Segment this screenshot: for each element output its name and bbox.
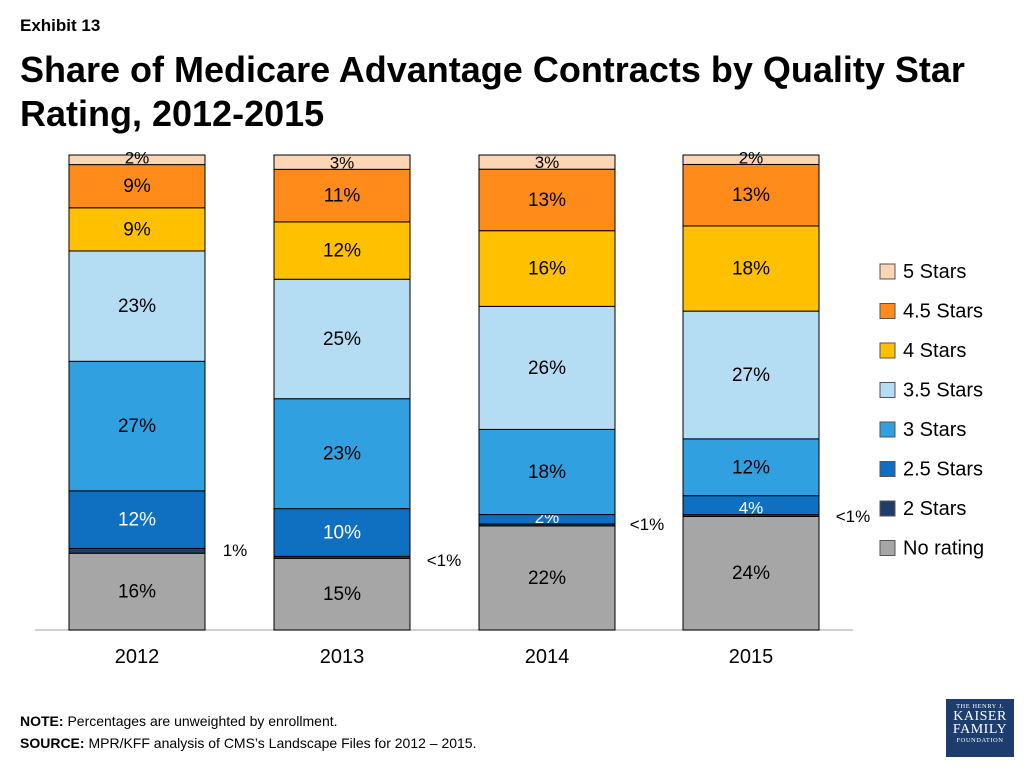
data-label-no-rating-2013: 15% — [323, 584, 361, 605]
data-label-4-5-stars-2013: 11% — [324, 186, 361, 207]
data-label-5-stars-2013: 3% — [330, 153, 355, 172]
data-label-2-5-stars-2013: 10% — [323, 523, 361, 544]
data-label-no-rating-2012: 16% — [118, 582, 156, 603]
data-label-4-stars-2012: 9% — [123, 219, 151, 240]
bar-4-stars-2013 — [273, 221, 411, 280]
data-label-2-5-stars-2012: 12% — [118, 510, 156, 531]
legend-swatch-5-stars — [879, 263, 896, 280]
legend-label-4-5-stars: 4.5 Stars — [903, 301, 983, 323]
data-label-5-stars-2012: 2% — [125, 149, 150, 168]
data-label-4-stars-2014: 16% — [528, 259, 566, 280]
source-line: SOURCE: MPR/KFF analysis of CMS’s Landsc… — [20, 735, 477, 751]
bar-no-rating-2013 — [273, 557, 411, 631]
bar-5-stars-2013 — [273, 154, 411, 170]
data-label-2-stars-2014: <1% — [630, 515, 665, 534]
data-label-2-stars-2013: <1% — [427, 551, 462, 570]
data-label-5-stars-2014: 3% — [535, 153, 560, 172]
legend-swatch-3-5-stars — [879, 382, 896, 398]
stacked-bar-chart: 16% 1% 12% 27% 23% 9% 9% 2% 2012 15% <1% 10% 23% 25% 1… — [35, 148, 984, 668]
bar-3-stars-2014 — [478, 428, 616, 516]
data-label-3-5-stars-2014: 26% — [528, 358, 566, 379]
bar-2-5-stars-2012 — [68, 490, 206, 549]
note-label: NOTE: — [20, 713, 64, 729]
bar-3-5-stars-2014 — [478, 305, 616, 430]
data-label-4-5-stars-2014: 13% — [528, 190, 566, 211]
x-tick-label-2014: 2014 — [525, 646, 570, 668]
legend-swatch-2-5-stars — [879, 461, 896, 477]
legend-label-3-5-stars: 3.5 Stars — [903, 380, 983, 402]
legend-label-5-stars: 5 Stars — [903, 261, 966, 283]
data-label-5-stars-2015: 2% — [739, 148, 764, 167]
bar-3-stars-2012 — [68, 360, 206, 492]
bar-4-stars-2012 — [68, 207, 206, 252]
data-label-4-5-stars-2012: 9% — [123, 176, 151, 197]
data-label-no-rating-2015: 24% — [732, 563, 770, 584]
source-label: SOURCE: — [20, 735, 85, 751]
data-label-4-5-stars-2015: 13% — [732, 185, 770, 206]
bar-3-5-stars-2012 — [68, 250, 206, 362]
legend-swatch-4-5-stars — [879, 303, 896, 319]
x-tick-label-2015: 2015 — [729, 646, 774, 668]
bar-3-5-stars-2015 — [682, 310, 820, 440]
note-line: NOTE: Percentages are unweighted by enro… — [20, 713, 338, 729]
bar-5-stars-2015 — [682, 154, 820, 165]
bar-5-stars-2012 — [68, 154, 206, 166]
legend-label-3-stars: 3 Stars — [903, 419, 966, 441]
data-label-2-stars-2012: 1% — [223, 541, 248, 560]
source-text: MPR/KFF analysis of CMS’s Landscape File… — [84, 735, 477, 751]
data-label-4-stars-2013: 12% — [323, 241, 361, 262]
bar-4-stars-2015 — [682, 225, 820, 312]
data-label-3-stars-2012: 27% — [118, 416, 156, 437]
legend-swatch-4-stars — [879, 342, 896, 359]
x-tick-label-2012: 2012 — [115, 646, 160, 668]
bar-4-stars-2014 — [478, 230, 616, 307]
data-label-4-stars-2015: 18% — [732, 259, 770, 280]
bar-2-5-stars-2013 — [273, 508, 411, 557]
legend-label-2-5-stars: 2.5 Stars — [903, 459, 983, 481]
data-label-3-5-stars-2012: 23% — [118, 296, 156, 317]
exhibit-label: Exhibit 13 — [20, 16, 101, 35]
legend-label-no-rating: No rating — [903, 538, 984, 560]
bar-no-rating-2015 — [682, 515, 820, 631]
data-label-3-stars-2013: 23% — [323, 444, 361, 465]
x-tick-label-2013: 2013 — [320, 646, 365, 668]
bar-4-5-stars-2013 — [273, 168, 411, 223]
legend-swatch-no-rating — [879, 540, 896, 556]
legend-swatch-2-stars — [879, 500, 896, 517]
logo-line4: FOUNDATION — [956, 737, 1004, 744]
data-label-3-5-stars-2015: 27% — [732, 365, 770, 386]
note-text: Percentages are unweighted by enrollment… — [63, 713, 338, 729]
bar-4-5-stars-2012 — [68, 164, 206, 209]
data-label-3-stars-2015: 12% — [732, 457, 770, 478]
data-label-3-5-stars-2013: 25% — [323, 329, 361, 350]
bar-3-5-stars-2013 — [273, 278, 411, 400]
data-label-2-stars-2015: <1% — [836, 507, 871, 526]
data-label-3-stars-2014: 18% — [528, 462, 566, 483]
bar-2-stars-2012 — [68, 547, 206, 554]
legend-label-4-stars: 4 Stars — [903, 340, 966, 362]
legend-swatch-3-stars — [879, 421, 896, 438]
logo-line1: THE HENRY J. — [956, 703, 1004, 710]
data-label-2-5-stars-2015: 4% — [739, 499, 764, 518]
chart-title: Share of Medicare Advantage Contracts by… — [20, 49, 965, 134]
bar-4-5-stars-2014 — [478, 168, 616, 232]
legend-label-2-stars: 2 Stars — [903, 498, 966, 520]
bar-no-rating-2014 — [478, 525, 616, 631]
bar-5-stars-2014 — [478, 154, 616, 170]
logo-line2: KAISER — [953, 709, 1007, 724]
kff-logo: THE HENRY J. KAISER FAMILY FOUNDATION — [946, 699, 1014, 757]
logo-line3: FAMILY — [952, 722, 1008, 737]
data-label-no-rating-2014: 22% — [528, 568, 566, 589]
